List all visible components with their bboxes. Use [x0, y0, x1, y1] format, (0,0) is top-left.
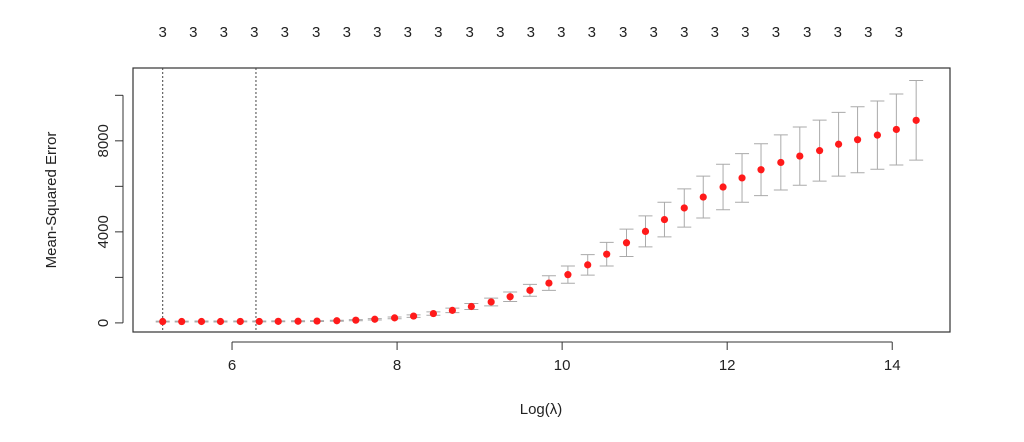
top-tick-label: 3	[281, 24, 289, 41]
top-tick-label: 3	[434, 24, 442, 41]
point	[699, 193, 707, 201]
point	[294, 317, 302, 325]
top-tick-label: 3	[343, 24, 351, 41]
point	[738, 174, 746, 182]
top-tick-label: 3	[741, 24, 749, 41]
point	[777, 158, 785, 167]
point	[853, 136, 862, 144]
top-tick-label: 3	[527, 24, 535, 41]
point	[873, 131, 881, 139]
x-tick-label: 14	[884, 357, 901, 374]
top-tick-label: 3	[834, 24, 842, 41]
point	[545, 279, 553, 287]
top-tick-label: 3	[557, 24, 565, 41]
top-tick-label: 3	[312, 24, 320, 41]
point	[255, 317, 263, 326]
point	[429, 309, 437, 318]
point	[796, 152, 804, 160]
y-tick-label: 8000	[95, 124, 112, 157]
point	[719, 183, 727, 191]
x-tick-label: 6	[228, 357, 236, 374]
point	[834, 140, 843, 148]
point	[274, 317, 282, 325]
point	[178, 317, 186, 326]
point	[216, 317, 225, 326]
point	[757, 166, 765, 174]
top-tick-label: 3	[864, 24, 872, 41]
top-tick-label: 3	[680, 24, 688, 41]
x-tick-label: 12	[719, 357, 736, 374]
top-tick-label: 3	[220, 24, 228, 41]
top-tick-label: 3	[189, 24, 197, 41]
point	[371, 315, 379, 323]
point	[391, 314, 399, 322]
top-tick-label: 3	[404, 24, 412, 41]
top-tick-label: 3	[895, 24, 903, 41]
point	[313, 317, 321, 325]
point	[333, 317, 341, 325]
point	[680, 204, 688, 212]
point	[506, 293, 514, 301]
top-tick-label: 3	[619, 24, 627, 41]
point	[912, 116, 920, 124]
point	[236, 317, 244, 326]
point	[352, 316, 360, 324]
point	[448, 306, 456, 314]
point	[467, 302, 475, 311]
y-tick-label: 4000	[95, 215, 112, 248]
top-tick-label: 3	[373, 24, 381, 41]
point	[816, 147, 824, 155]
y-tick-label: 0	[95, 319, 112, 327]
point	[526, 286, 534, 294]
top-tick-label: 3	[250, 24, 258, 41]
point	[641, 227, 650, 236]
x-tick-label: 8	[393, 357, 401, 374]
point	[622, 239, 631, 247]
point	[159, 317, 167, 326]
point	[409, 312, 418, 320]
top-tick-label: 3	[803, 24, 811, 41]
point	[603, 250, 611, 258]
point	[487, 298, 495, 306]
plot-box	[132, 67, 951, 333]
top-tick-label: 3	[711, 24, 719, 41]
y-axis-label: Mean-Squared Error	[43, 132, 60, 269]
point	[584, 261, 592, 269]
point	[660, 215, 669, 224]
x-tick-label: 10	[554, 357, 571, 374]
point	[197, 317, 206, 326]
point	[564, 271, 572, 279]
top-tick-label: 3	[650, 24, 658, 41]
top-tick-label: 3	[159, 24, 167, 41]
top-tick-label: 3	[588, 24, 596, 41]
x-axis-label: Log(λ)	[520, 401, 563, 418]
top-tick-label: 3	[466, 24, 474, 41]
point	[892, 125, 900, 134]
top-tick-label: 3	[496, 24, 504, 41]
top-tick-label: 3	[772, 24, 780, 41]
